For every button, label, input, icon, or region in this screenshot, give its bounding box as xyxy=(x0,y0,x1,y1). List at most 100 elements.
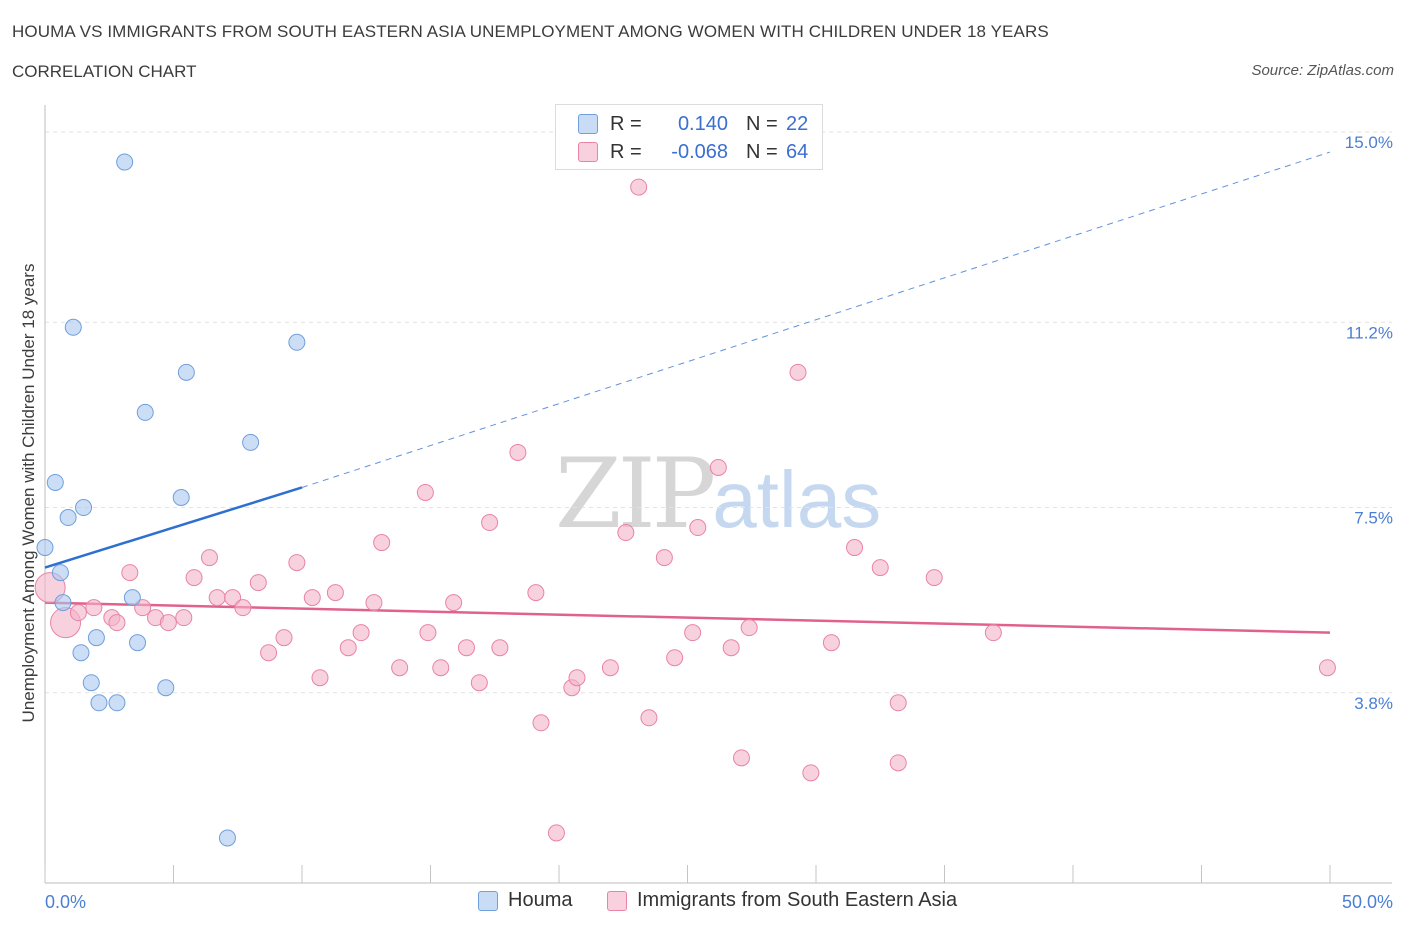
immigrants-point xyxy=(134,599,152,617)
legend-label-houma: Houma xyxy=(508,889,573,911)
immigrants-swatch xyxy=(578,142,598,162)
immigrants-point xyxy=(802,764,820,782)
houma-point xyxy=(59,509,77,527)
immigrants-point xyxy=(689,519,707,537)
immigrants-point xyxy=(311,669,329,687)
immigrants-point xyxy=(740,619,758,637)
y-tick-label: 15.0% xyxy=(1345,133,1393,152)
immigrants-point xyxy=(457,639,475,657)
houma-point xyxy=(54,594,72,612)
trend-line-extension xyxy=(301,151,1331,488)
immigrants-point xyxy=(547,824,565,842)
r-value: -0.068 xyxy=(671,140,728,163)
series-legend: Houma Immigrants from South Eastern Asia xyxy=(0,889,1406,915)
immigrants-point xyxy=(846,539,864,557)
houma-point xyxy=(87,629,105,647)
houma-point xyxy=(129,634,147,652)
houma-point xyxy=(51,564,69,582)
chart-title: HOUMA VS IMMIGRANTS FROM SOUTH EASTERN A… xyxy=(12,22,1049,41)
trend-line-immigrants xyxy=(44,601,1331,634)
houma-point xyxy=(136,403,154,421)
immigrants-point xyxy=(822,634,840,652)
houma-point xyxy=(64,318,82,336)
immigrants-point xyxy=(365,594,383,612)
immigrants-point xyxy=(709,458,727,476)
immigrants-point xyxy=(1318,659,1336,677)
r-value: 0.140 xyxy=(677,112,728,135)
immigrants-point xyxy=(871,559,889,577)
immigrants-point xyxy=(69,604,87,622)
houma-point xyxy=(72,644,90,662)
immigrants-point xyxy=(303,589,321,607)
immigrants-point xyxy=(617,524,635,542)
trend-line-houma xyxy=(44,486,303,569)
immigrants-point xyxy=(509,443,527,461)
n-label: N = xyxy=(746,112,778,135)
r-label: R = xyxy=(610,140,642,163)
immigrants-point xyxy=(352,624,370,642)
immigrants-point xyxy=(470,674,488,692)
houma-point xyxy=(123,589,141,607)
stats-row-houma: R = 0.140 N = 22 xyxy=(578,111,808,137)
houma-point xyxy=(82,674,100,692)
x-tick-label: 50.0% xyxy=(1342,892,1393,912)
houma-point xyxy=(242,433,260,451)
houma-point xyxy=(90,694,108,712)
houma-point xyxy=(36,539,54,557)
immigrants-point xyxy=(568,669,586,687)
houma-point xyxy=(172,488,190,506)
stats-row-immigrants: R = -0.068 N = 64 xyxy=(578,139,808,165)
immigrants-point xyxy=(85,599,103,617)
houma-point xyxy=(75,499,93,517)
houma-swatch xyxy=(578,114,598,134)
immigrants-point xyxy=(208,589,226,607)
immigrants-point xyxy=(185,569,203,587)
source-credit: Source: ZipAtlas.com xyxy=(1251,62,1394,79)
tick-labels: 3.8% 7.5% 11.2% 15.0% 0.0% 50.0% xyxy=(45,133,1393,912)
immigrants-point xyxy=(889,754,907,772)
y-tick-label: 11.2% xyxy=(1346,323,1393,342)
immigrants-point xyxy=(889,694,907,712)
stats-legend: R = 0.140 N = 22 R = -0.068 N = 64 xyxy=(555,104,823,170)
immigrants-point xyxy=(200,549,218,567)
immigrants-point xyxy=(159,614,177,632)
immigrants-point xyxy=(732,749,750,767)
immigrants-point xyxy=(445,594,463,612)
data-points xyxy=(34,153,1336,847)
chart-subtitle: CORRELATION CHART xyxy=(12,62,197,81)
grid-lines xyxy=(45,131,1392,694)
immigrants-point xyxy=(288,554,306,572)
immigrants-point xyxy=(234,599,252,617)
houma-point xyxy=(288,333,306,351)
r-label: R = xyxy=(610,112,642,135)
immigrants-legend-swatch xyxy=(607,890,627,911)
x-tick-label: 0.0% xyxy=(45,892,86,912)
immigrants-point xyxy=(339,639,357,657)
legend-item-houma: Houma xyxy=(478,889,572,912)
houma-point xyxy=(177,363,195,381)
y-tick-label: 7.5% xyxy=(1354,509,1393,528)
n-label: N = xyxy=(746,140,778,163)
immigrants-point xyxy=(666,649,684,667)
immigrants-point xyxy=(275,629,293,647)
immigrants-point xyxy=(249,574,267,592)
immigrants-point xyxy=(789,363,807,381)
immigrants-point xyxy=(630,178,648,196)
immigrants-point xyxy=(684,624,702,642)
axes xyxy=(44,105,1392,884)
immigrants-point xyxy=(925,569,943,587)
n-value: 22 xyxy=(786,112,809,135)
trend-lines xyxy=(44,151,1331,634)
immigrants-point xyxy=(108,614,126,632)
immigrants-point xyxy=(601,659,619,677)
immigrants-point xyxy=(722,639,740,657)
houma-point xyxy=(157,679,175,697)
houma-point xyxy=(46,473,64,491)
immigrants-point xyxy=(527,584,545,602)
y-axis-label: Unemployment Among Women with Children U… xyxy=(19,264,38,723)
immigrants-point xyxy=(655,549,673,567)
immigrants-point xyxy=(121,564,139,582)
houma-legend-swatch xyxy=(478,890,498,911)
immigrants-point xyxy=(419,624,437,642)
